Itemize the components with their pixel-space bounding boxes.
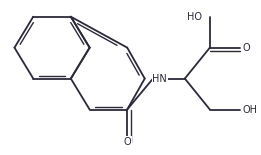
Text: HN: HN [152,74,167,84]
Text: HO: HO [187,12,202,22]
Text: OH: OH [242,104,257,115]
Text: O: O [123,137,131,146]
Text: O: O [242,43,250,53]
